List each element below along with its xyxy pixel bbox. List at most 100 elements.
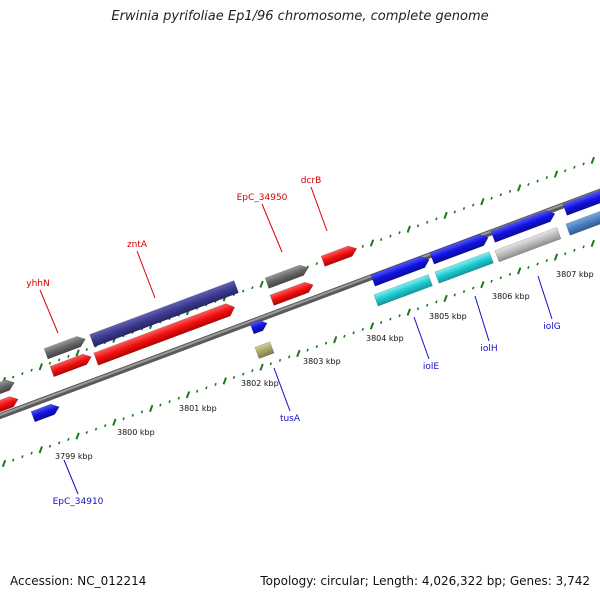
upper-tick [480,198,485,206]
red-feature [320,245,358,267]
cyan-feature-group [434,251,494,284]
upper-tick [435,217,438,221]
lower-tick [287,355,291,359]
lower-tick [425,303,429,307]
lower-tick [379,321,383,325]
gene-label: iolE [423,362,440,372]
lower-tick [435,300,438,304]
upper-tick [315,262,319,266]
leader-line [474,295,490,342]
upper-tick [517,184,522,192]
lower-tick [545,259,549,263]
blue-feature [30,403,60,423]
gray-feature-group [43,336,86,360]
upper-tick [361,244,365,248]
gene-label: EpC_34950 [237,193,288,203]
blue-feature-group [429,234,489,265]
scale-label: 3803 kbp [303,357,341,366]
accession-text: Accession: NC_012214 [10,574,147,588]
upper-tick [471,203,475,207]
upper-tick [545,176,549,180]
lower-tick [582,245,585,249]
upper-tick [590,156,595,165]
upper-tick [527,182,530,186]
cyan-feature [434,251,494,284]
scale-label: 3799 kbp [55,452,93,461]
scale-label: 3801 kbp [179,404,217,413]
lower-tick [85,431,89,435]
lower-tick [67,437,70,441]
lower-tick [480,281,485,289]
upper-tick [57,358,61,362]
lower-tick [140,410,144,414]
upper-tick [553,170,559,178]
red-feature-group [320,245,358,267]
gene-label: yhhN [26,279,49,289]
lower-tick [38,446,43,454]
red-feature-group [269,281,314,306]
upper-tick [425,220,429,224]
cyan-feature-group [373,274,433,307]
feature-layer [0,188,600,423]
upper-tick [21,372,24,376]
leader-line [413,316,430,360]
leader-line [39,289,59,334]
lower-tick [1,459,7,468]
upper-tick [536,179,539,183]
lower-tick [573,248,576,252]
lower-tick [361,327,365,331]
lower-tick [462,290,466,294]
gray-feature [264,264,309,289]
lower-tick [75,432,80,440]
gray-feature-group [0,379,15,398]
blue-feature-group [490,210,556,243]
upper-tick [499,193,503,197]
upper-tick [508,189,512,193]
leader-line [273,367,291,412]
upper-tick [85,348,89,352]
lower-tick [94,427,98,431]
gene-label: iolG [543,322,561,332]
lower-tick [11,458,15,462]
lower-tick [259,363,264,371]
upper-tick [48,361,52,365]
lower-tick [149,404,154,413]
lower-tick [343,334,346,338]
purple-feature-group [89,280,239,348]
light-gray-feature-group [494,227,562,263]
upper-tick [490,196,493,200]
upper-tick [369,239,375,247]
lower-tick [536,262,539,266]
blue-feature-group [370,256,430,287]
genome-info-text: Topology: circular; Length: 4,026,322 bp… [260,574,590,588]
lower-tick [471,286,475,290]
leader-line [63,459,79,495]
upper-tick [398,231,401,235]
lower-tick [30,451,33,455]
red-feature [269,281,314,306]
upper-tick [38,363,43,371]
lower-tick [185,391,191,399]
lower-tick [103,424,107,428]
scale-label: 3804 kbp [366,334,404,343]
blue-feature-group [249,319,268,335]
olive-feature [254,341,275,359]
blue-feature [249,319,268,335]
red-feature [49,353,92,378]
olive-feature-group [254,341,275,359]
lower-tick [553,253,559,261]
blue-feature [370,256,430,287]
leader-line [136,250,156,299]
lower-tick [398,314,401,318]
upper-tick [67,354,70,358]
lower-tick [406,308,411,316]
lower-tick [48,444,52,448]
red-feature [93,303,236,366]
lower-tick [508,272,512,276]
upper-tick [251,286,254,290]
upper-tick [389,234,392,238]
lower-tick [195,389,199,393]
lower-tick [131,413,135,417]
lower-tick [214,382,217,386]
